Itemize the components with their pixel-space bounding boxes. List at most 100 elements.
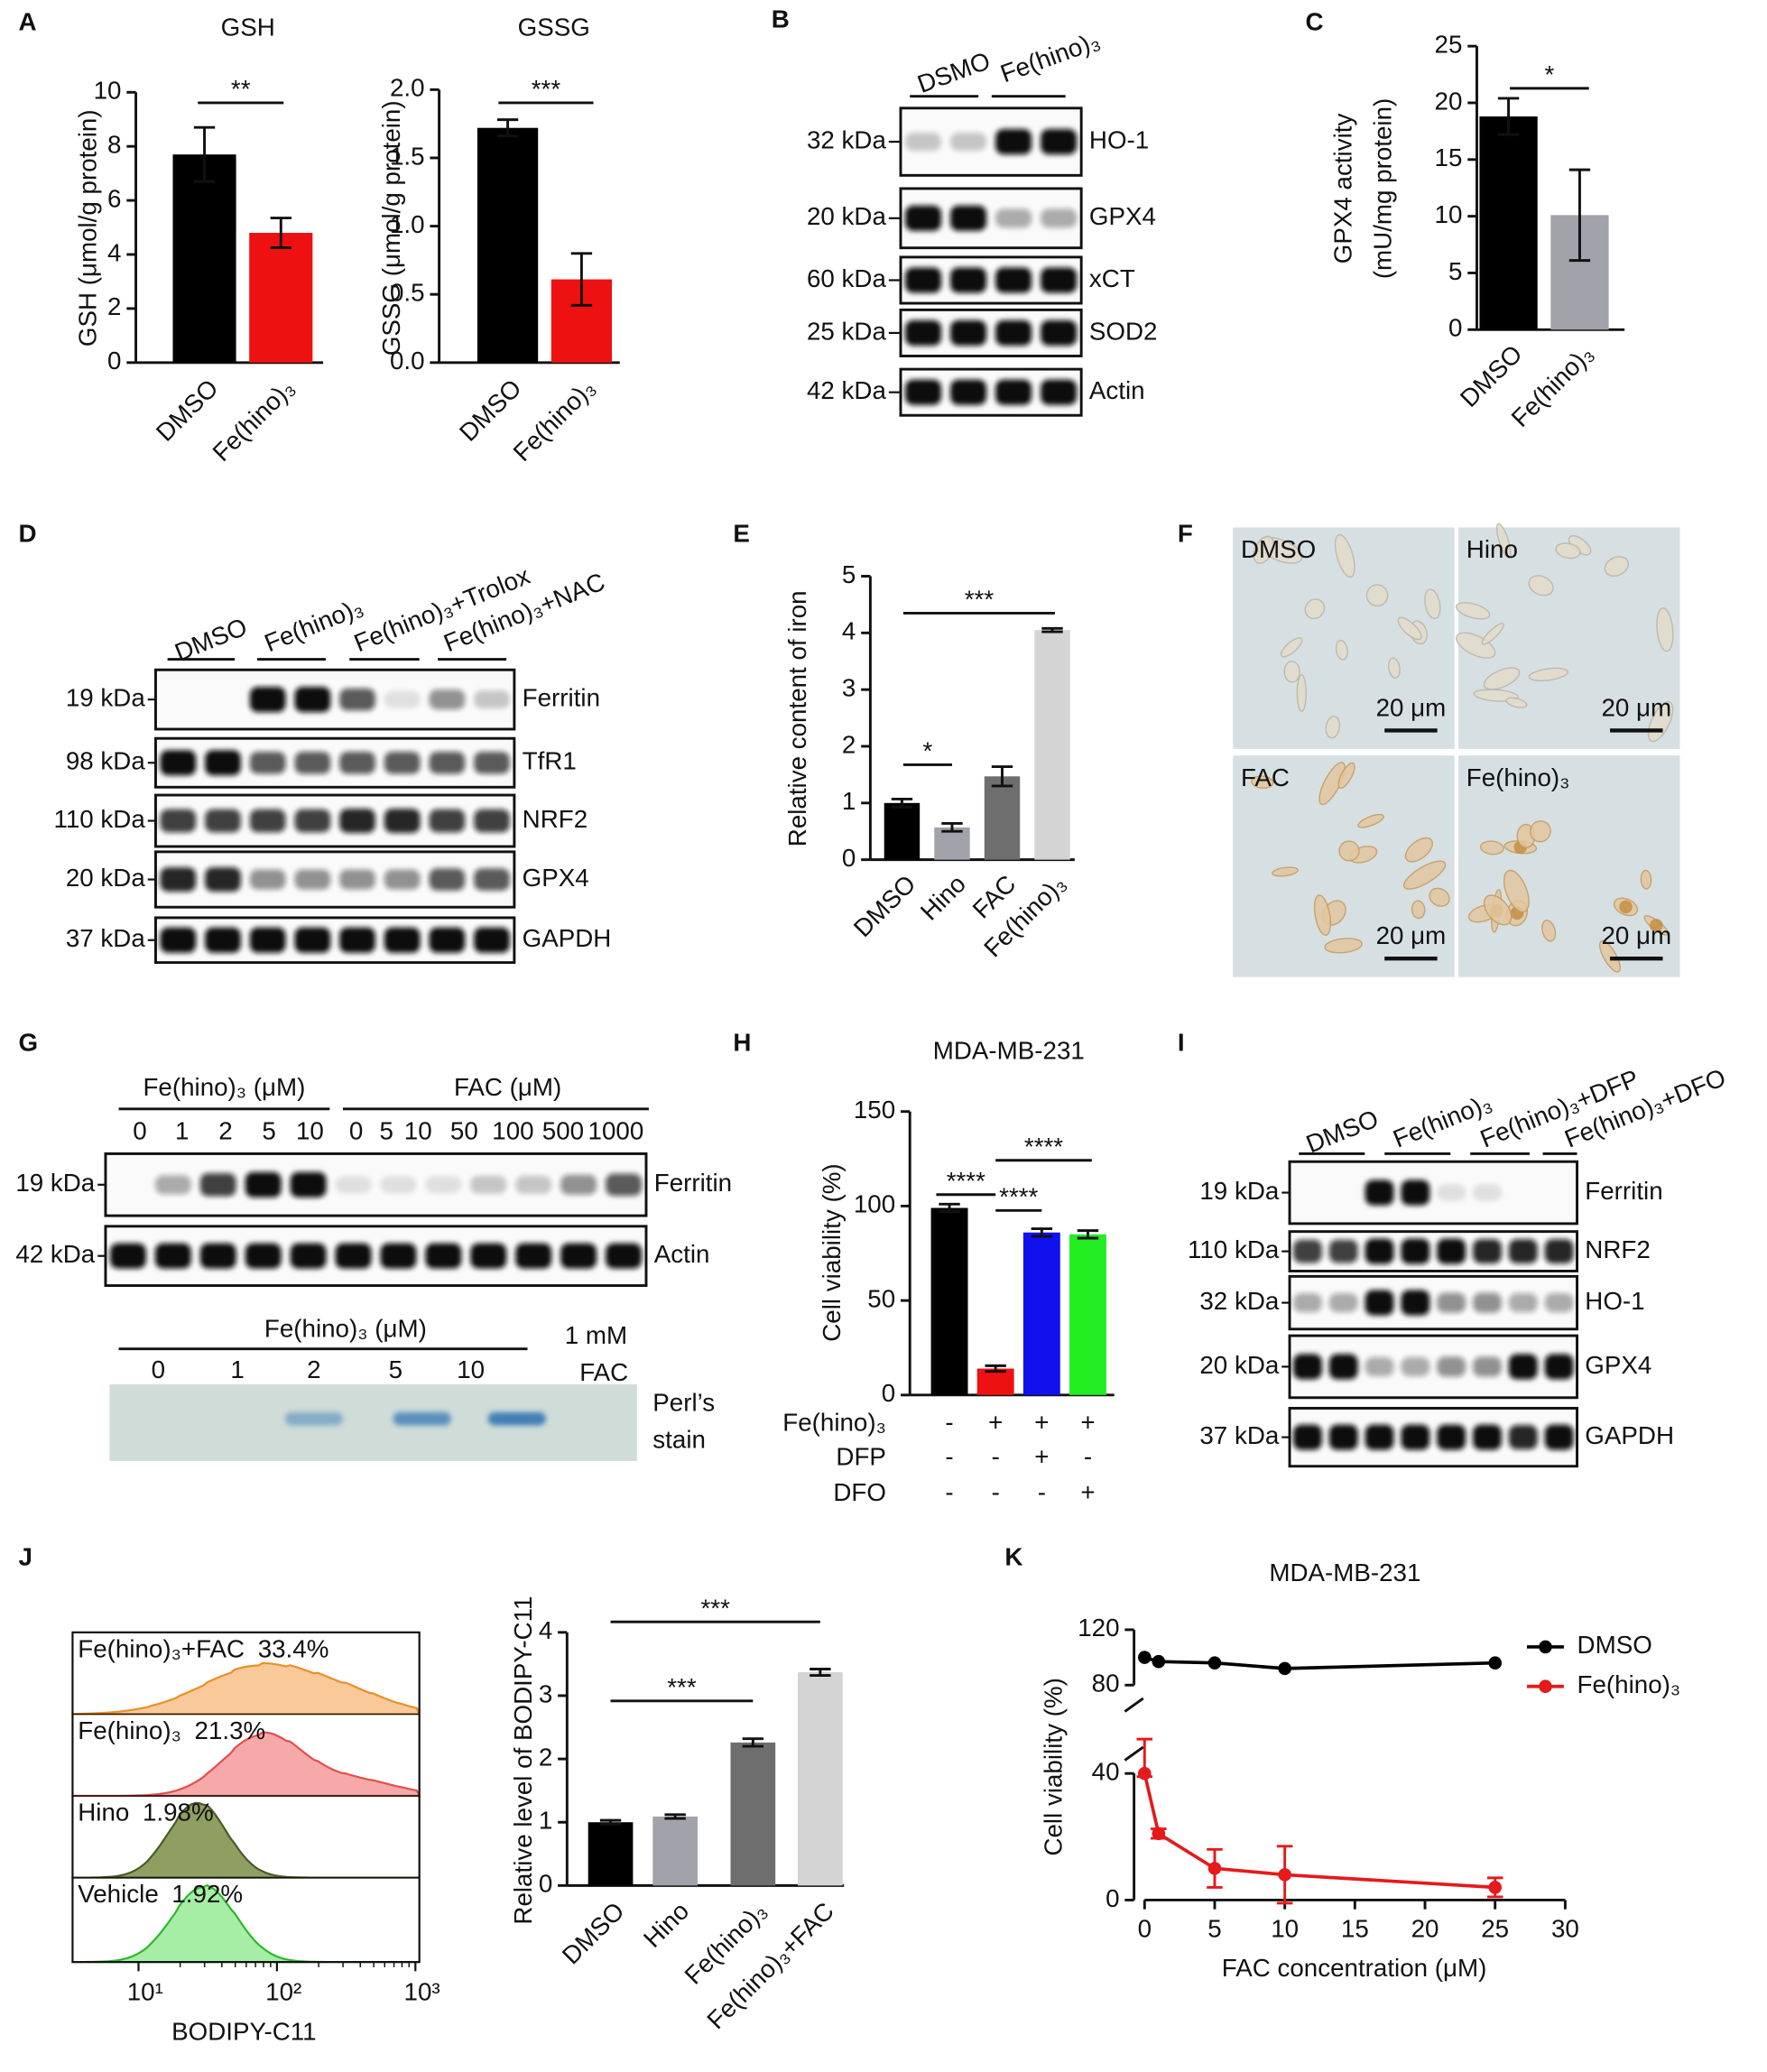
band (1437, 1292, 1466, 1313)
bar (798, 1672, 843, 1886)
band (1401, 1179, 1430, 1206)
micrograph-label: FAC (1241, 763, 1290, 791)
y-tick-label: 80 (1092, 1670, 1120, 1697)
protein-label: GPX4 (523, 864, 589, 892)
lane-label: 500 (542, 1116, 584, 1144)
lane-label: 50 (450, 1116, 478, 1144)
y-tick-label: 40 (1092, 1758, 1120, 1786)
band (1473, 1239, 1502, 1264)
iron-deposit (1619, 900, 1633, 914)
condition-sign: - (945, 1478, 953, 1506)
micrograph (1458, 527, 1680, 749)
kda-label: 98 kDa (66, 747, 145, 775)
lane-label: 10 (404, 1116, 432, 1144)
axis-break (1124, 1745, 1144, 1762)
panel-label: E (733, 520, 750, 548)
lane-label: 1000 (588, 1116, 644, 1144)
band (470, 1175, 507, 1194)
y-tick-label: 1.0 (390, 210, 425, 238)
cell (1357, 813, 1384, 828)
y-tick-label: 8 (107, 131, 121, 159)
panel-label: A (19, 8, 37, 36)
band (425, 1243, 462, 1269)
error-bar (193, 125, 216, 183)
y-axis-label: (mU/mg protein) (1369, 98, 1397, 279)
error-bar (1497, 97, 1520, 136)
cell (1528, 667, 1568, 682)
legend-label: DMSO (1577, 1631, 1652, 1659)
cell (1338, 840, 1360, 862)
band (384, 927, 421, 953)
chart-title: GSH (221, 13, 275, 41)
y-tick-label: 1.5 (390, 142, 425, 170)
protein-label: Ferritin (523, 683, 600, 711)
band (249, 869, 286, 890)
kda-label: 19 kDa (15, 1169, 95, 1197)
band (1544, 1354, 1574, 1380)
protein-label: NRF2 (1585, 1235, 1650, 1263)
cell (1272, 866, 1299, 877)
band (384, 869, 421, 890)
band (1328, 1424, 1358, 1450)
band (1365, 1290, 1394, 1316)
y-tick-label: 3 (842, 673, 856, 701)
kda-label: 42 kDa (15, 1240, 95, 1268)
y-tick-label: 1 (539, 1807, 552, 1835)
point (1488, 1881, 1503, 1894)
scale-bar-label: 20 μm (1601, 693, 1671, 721)
group-label: FAC (μM) (454, 1073, 561, 1101)
band (339, 688, 375, 711)
chart-title: GSSG (518, 13, 590, 41)
band (339, 869, 375, 890)
condition-sign: + (1080, 1408, 1095, 1436)
cell (1397, 616, 1422, 641)
significance-label: **** (947, 1167, 985, 1195)
band (1041, 129, 1078, 155)
band (995, 379, 1032, 405)
point (1152, 1827, 1166, 1841)
band (380, 1243, 417, 1269)
bar (884, 802, 921, 860)
x-tick-label: 10 (1271, 1914, 1299, 1942)
bar (172, 154, 236, 363)
protein-label: GAPDH (523, 924, 612, 952)
protein-label: SOD2 (1089, 317, 1158, 345)
micrograph-label: Hino (1466, 535, 1518, 563)
band (1401, 1424, 1430, 1450)
band (1473, 1292, 1502, 1313)
band (1401, 1290, 1430, 1316)
band (1544, 1424, 1574, 1450)
blot-strip (1288, 1160, 1578, 1226)
protein-label: NRF2 (523, 805, 587, 833)
y-tick-label: 0 (882, 1379, 895, 1407)
y-axis-label: GSH (μmol/g protein) (74, 109, 102, 347)
axis-break (1124, 1697, 1144, 1713)
error-bar (1077, 1229, 1099, 1240)
chart-title: MDA-MB-231 (1269, 1559, 1420, 1586)
band (249, 751, 286, 774)
band (294, 927, 331, 953)
panel-label: F (1178, 520, 1193, 548)
band (205, 750, 241, 776)
group-label: Fe(hino)₃ (μM) (264, 1315, 427, 1343)
band (1041, 267, 1078, 293)
kda-label: 32 kDa (807, 125, 886, 153)
band (1473, 1184, 1502, 1201)
y-tick-label: 2.0 (390, 74, 425, 102)
band (1041, 319, 1078, 346)
control-label: 1 mM (565, 1321, 627, 1349)
band (294, 809, 331, 833)
band (335, 1243, 372, 1269)
y-tick-label: 20 (1435, 87, 1463, 115)
significance-label: **** (999, 1182, 1038, 1210)
band (109, 1243, 146, 1269)
band (474, 809, 510, 833)
band (1473, 1356, 1502, 1377)
significance-label: *** (667, 1673, 697, 1701)
protein-label: HO-1 (1089, 125, 1149, 153)
error-bar (1041, 626, 1063, 634)
band (290, 1243, 327, 1269)
cell (1640, 869, 1652, 890)
micrograph (1458, 755, 1680, 977)
